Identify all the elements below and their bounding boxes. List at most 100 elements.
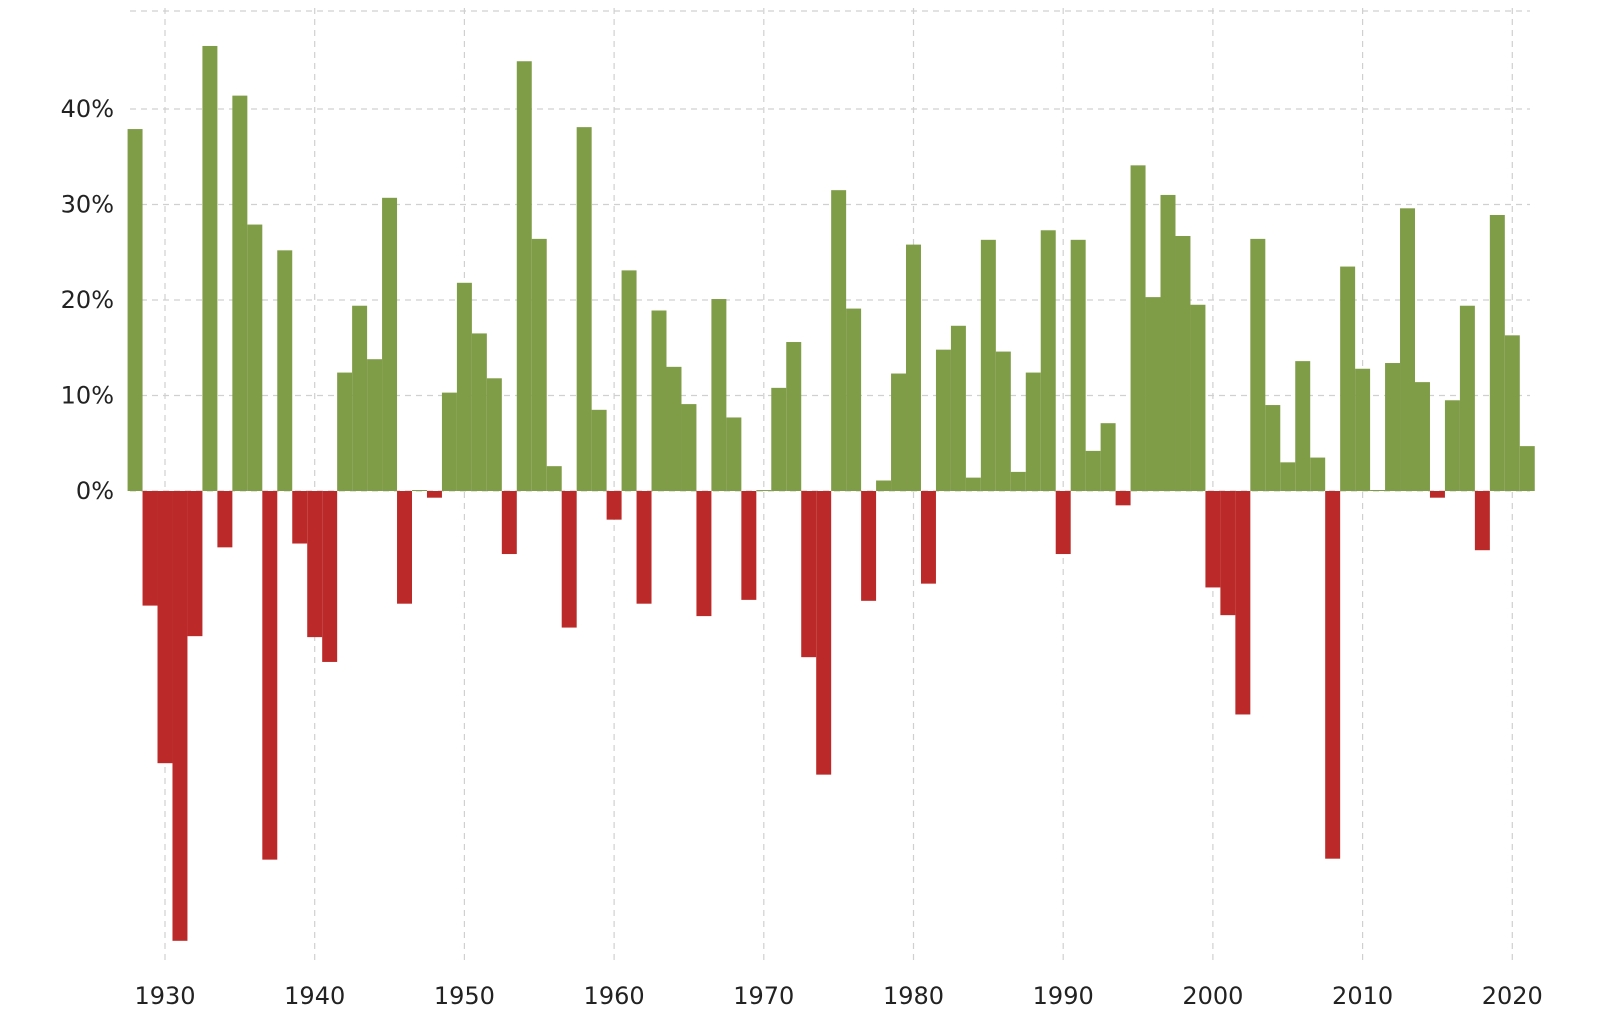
bar-1973 [801, 491, 817, 658]
bar-1958 [576, 127, 592, 491]
bar-1992 [1085, 450, 1101, 491]
bar-1968 [726, 417, 742, 491]
bar-1953 [501, 491, 517, 555]
x-tick-label: 1950 [434, 982, 495, 1009]
bar-1980 [906, 244, 921, 491]
bar-1948 [426, 491, 442, 498]
bar-1965 [681, 404, 697, 492]
bar-1964 [666, 366, 682, 491]
bar-1942 [337, 372, 353, 491]
bar-1944 [367, 359, 383, 491]
bar-1963 [651, 310, 667, 491]
y-axis-tick-labels: 0% 10% 20% 30% 40% [61, 95, 114, 505]
x-tick-label: 2020 [1482, 982, 1543, 1009]
bar-1931 [172, 491, 188, 941]
bar-2010 [1355, 368, 1371, 491]
bar-1947 [412, 490, 427, 491]
bar-2012 [1385, 363, 1401, 491]
y-tick-label: 20% [61, 286, 114, 314]
bar-2016 [1444, 400, 1460, 491]
bar-1945 [382, 197, 398, 491]
bar-1957 [561, 491, 577, 628]
bar-1975 [831, 190, 847, 492]
bar-1984 [965, 477, 981, 491]
bar-1985 [980, 239, 996, 491]
bar-1982 [935, 349, 951, 491]
bar-1960 [606, 491, 622, 520]
bar-1977 [861, 491, 877, 601]
x-tick-label: 1960 [584, 982, 645, 1009]
bar-2021 [1519, 446, 1535, 492]
bar-2013 [1400, 208, 1415, 491]
x-tick-label: 1990 [1033, 982, 1094, 1009]
bar-1934 [217, 491, 233, 548]
x-axis-tick-labels: 1930 1940 1950 1960 1970 1980 1990 2000 2010 2020 [134, 982, 1542, 1009]
bar-1989 [1040, 230, 1056, 491]
bar-1986 [995, 351, 1011, 491]
bar-1993 [1100, 423, 1116, 491]
bar-1949 [441, 392, 457, 491]
bar-1983 [950, 325, 966, 491]
bar-1950 [456, 282, 472, 491]
bar-1930 [157, 491, 173, 764]
x-tick-label: 1980 [883, 982, 944, 1009]
bar-1981 [920, 491, 936, 584]
bar-1941 [322, 491, 338, 662]
bar-2004 [1265, 405, 1281, 491]
bar-1936 [247, 224, 263, 491]
bar-2019 [1489, 215, 1505, 491]
bar-2017 [1459, 305, 1475, 491]
x-tick-label: 2010 [1332, 982, 1393, 1009]
bar-1943 [352, 305, 368, 491]
bar-1940 [307, 491, 323, 638]
bar-1994 [1115, 491, 1131, 506]
bar-1933 [202, 45, 218, 491]
bar-1974 [816, 491, 832, 775]
x-tick-label: 1970 [733, 982, 794, 1009]
x-tick-label: 1930 [134, 982, 195, 1009]
bar-1955 [531, 238, 547, 491]
bar-2018 [1474, 491, 1490, 551]
bar-1995 [1130, 165, 1146, 491]
bar-2001 [1220, 491, 1236, 616]
bar-2000 [1205, 491, 1221, 588]
bar-1929 [142, 491, 158, 606]
bar-1997 [1160, 194, 1176, 491]
bar-1999 [1190, 304, 1206, 491]
bar-1998 [1175, 236, 1191, 491]
bar-1946 [397, 491, 412, 604]
bar-1956 [546, 466, 562, 491]
bar-1978 [876, 480, 892, 492]
bar-1937 [262, 491, 278, 860]
bar-2005 [1280, 462, 1296, 491]
bar-1935 [232, 95, 248, 491]
bar-1932 [187, 491, 203, 637]
bar-1967 [711, 299, 727, 491]
bar-1966 [696, 491, 712, 617]
bars [127, 45, 1535, 941]
bar-1961 [621, 270, 637, 491]
x-tick-label: 2000 [1182, 982, 1243, 1009]
bar-1976 [846, 308, 862, 491]
bar-1969 [741, 491, 757, 600]
bar-2014 [1415, 382, 1430, 491]
bar-1928 [127, 129, 143, 491]
bar-2007 [1310, 457, 1326, 491]
bar-2015 [1429, 491, 1445, 498]
bar-1988 [1025, 372, 1041, 491]
bar-1987 [1010, 471, 1026, 491]
bar-2009 [1340, 266, 1356, 491]
y-tick-label: 10% [61, 382, 114, 410]
bar-2008 [1325, 491, 1341, 859]
bar-2006 [1295, 361, 1311, 491]
bar-1971 [771, 387, 787, 491]
x-tick-label: 1940 [284, 982, 345, 1009]
bar-1959 [591, 409, 607, 491]
bar-1954 [516, 61, 532, 491]
bar-1996 [1145, 297, 1161, 491]
y-tick-label: 30% [61, 191, 114, 219]
y-tick-label: 40% [61, 95, 114, 123]
bar-2003 [1250, 238, 1266, 491]
bar-1952 [486, 378, 502, 491]
